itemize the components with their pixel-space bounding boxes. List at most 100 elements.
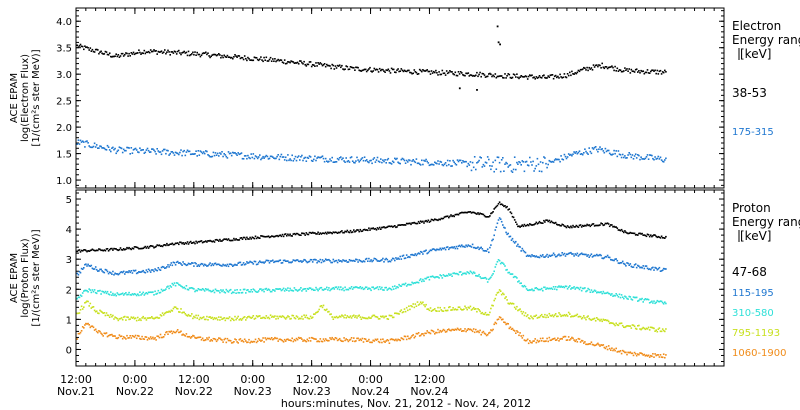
data-point xyxy=(468,75,471,77)
data-point xyxy=(552,286,555,288)
data-point xyxy=(597,224,599,227)
data-point xyxy=(459,71,462,73)
data-point xyxy=(655,301,657,304)
data-point xyxy=(256,236,259,239)
data-point xyxy=(160,336,163,339)
data-point xyxy=(490,168,492,171)
data-point xyxy=(451,328,453,331)
data-point xyxy=(360,339,363,342)
data-point xyxy=(444,215,447,218)
data-point xyxy=(130,52,133,54)
data-point xyxy=(586,223,588,226)
data-point xyxy=(278,158,281,161)
data-point xyxy=(539,337,542,340)
data-point xyxy=(390,314,393,317)
data-point xyxy=(600,67,602,69)
data-point xyxy=(178,243,180,246)
data-point xyxy=(267,235,270,237)
data-point xyxy=(584,253,586,256)
data-point xyxy=(464,328,466,330)
data-point xyxy=(100,293,102,295)
data-point xyxy=(121,318,124,321)
data-point xyxy=(111,294,113,296)
data-point xyxy=(156,292,158,295)
data-point xyxy=(80,141,83,143)
data-point xyxy=(573,151,575,153)
data-point xyxy=(530,341,532,344)
data-point xyxy=(644,265,647,267)
data-point xyxy=(188,150,191,153)
data-point xyxy=(142,269,144,272)
data-point xyxy=(648,154,651,156)
data-point xyxy=(373,288,376,290)
data-point xyxy=(583,152,585,154)
data-point xyxy=(434,308,436,310)
data-point xyxy=(251,316,254,319)
data-point xyxy=(317,260,319,262)
data-point xyxy=(164,49,166,51)
data-point xyxy=(156,316,158,319)
data-point xyxy=(409,308,411,311)
data-point xyxy=(265,287,268,290)
data-point xyxy=(491,329,493,332)
data-point xyxy=(355,315,357,317)
data-point xyxy=(103,147,106,150)
data-point xyxy=(652,157,654,160)
data-point xyxy=(461,162,463,164)
data-point xyxy=(387,225,390,228)
data-point xyxy=(507,73,509,75)
data-point xyxy=(594,64,597,67)
data-point xyxy=(172,52,175,54)
data-point xyxy=(245,292,247,294)
data-point xyxy=(111,56,113,58)
data-point xyxy=(157,267,160,269)
data-point xyxy=(319,258,322,261)
data-point xyxy=(612,66,614,69)
data-point xyxy=(430,310,433,312)
data-point xyxy=(161,290,164,292)
data-point xyxy=(411,160,413,162)
data-point xyxy=(432,164,435,166)
data-point xyxy=(148,317,151,319)
data-point xyxy=(489,72,491,75)
data-point xyxy=(583,315,585,317)
data-point xyxy=(89,249,92,252)
data-point xyxy=(445,309,448,312)
data-point xyxy=(453,73,455,76)
data-point xyxy=(169,331,171,333)
data-point xyxy=(584,148,586,150)
data-point xyxy=(505,161,507,164)
data-point xyxy=(587,343,589,346)
data-point xyxy=(301,315,303,318)
data-point xyxy=(637,300,639,302)
data-point xyxy=(98,248,100,250)
data-point xyxy=(219,152,221,154)
data-point xyxy=(648,268,651,270)
data-point xyxy=(632,232,635,235)
data-point xyxy=(620,70,623,73)
data-point xyxy=(665,302,667,305)
data-point xyxy=(523,339,526,341)
data-point xyxy=(338,64,341,66)
data-point xyxy=(148,338,151,340)
data-point xyxy=(456,159,459,161)
data-point xyxy=(526,254,529,257)
data-point xyxy=(302,318,304,320)
data-point xyxy=(323,260,326,262)
y-tick-label: 2.5 xyxy=(56,97,72,108)
data-point xyxy=(509,273,512,275)
data-point xyxy=(387,288,390,290)
data-point xyxy=(361,337,364,340)
data-point xyxy=(445,70,448,72)
data-point xyxy=(468,272,471,275)
data-point xyxy=(84,324,86,326)
data-point xyxy=(347,231,350,233)
data-point xyxy=(264,59,266,61)
data-point xyxy=(382,315,384,317)
data-point xyxy=(497,156,500,159)
data-point xyxy=(337,158,340,161)
data-point xyxy=(652,302,654,304)
data-point xyxy=(302,232,304,235)
data-point xyxy=(158,51,161,53)
data-point xyxy=(549,314,552,317)
